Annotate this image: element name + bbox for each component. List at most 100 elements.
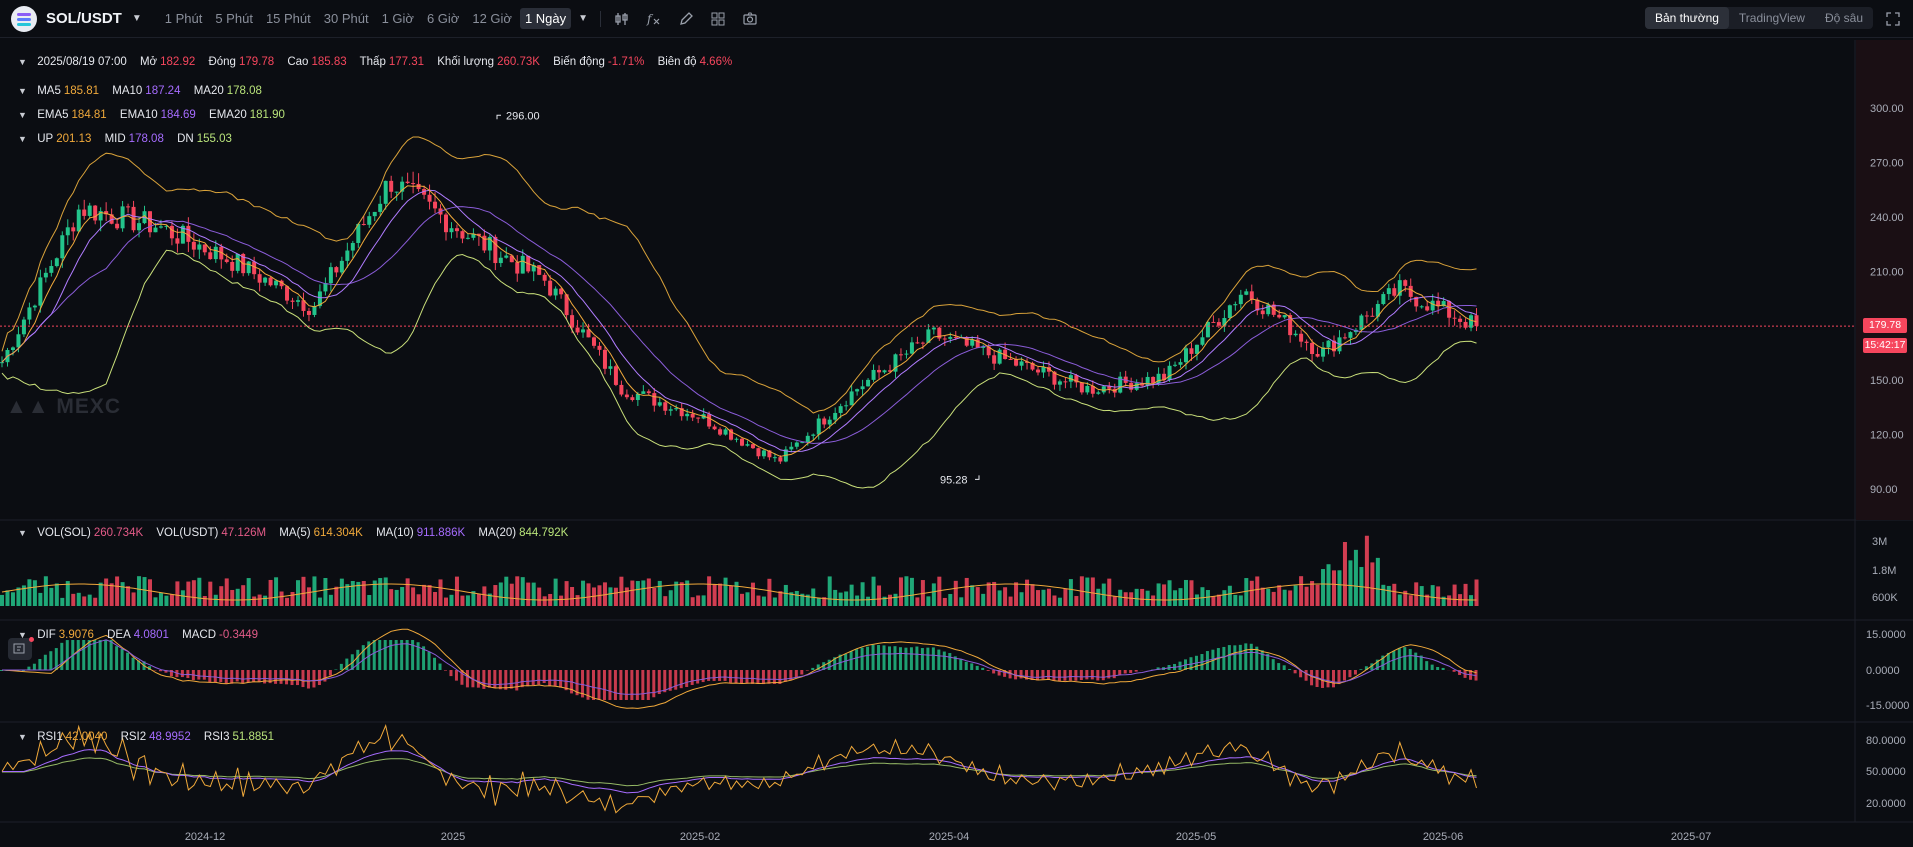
candle-body [213,246,218,260]
tf-1h[interactable]: 1 Giờ [381,11,414,26]
volume-bar [1200,587,1205,606]
price-axis-label: 120.00 [1870,430,1904,442]
collapse-chevron-icon[interactable]: ▼ [18,732,27,742]
collapse-chevron-icon[interactable]: ▼ [18,630,27,640]
volume-bar [1096,588,1101,606]
candle-body [838,406,843,413]
candle-body [844,405,849,407]
macd-histogram-bar [657,670,661,695]
sol-logo-icon [11,5,37,32]
dif-label: DIF [37,629,56,641]
rsi3-label: RSI3 [203,731,230,743]
collapse-chevron-icon[interactable]: ▼ [18,528,27,538]
candle-body [1030,362,1035,370]
tf-15m[interactable]: 15 Phút [265,11,311,26]
candle-body [137,223,142,231]
boll-mid-label: MID [104,133,126,145]
candle-body [871,369,876,380]
candle-body [909,342,914,354]
settings-corner-button[interactable] [8,638,32,660]
camera-icon[interactable] [741,10,759,28]
macd-histogram-bar [1277,663,1281,670]
volume-bar [981,593,986,606]
volume-bar [1474,579,1479,606]
change-label: Biến động [553,56,605,68]
macd-histogram-bar [564,670,568,691]
candle-body [696,417,701,419]
collapse-chevron-icon[interactable]: ▼ [18,134,27,144]
volume-bar [186,581,191,606]
volume-bar [772,597,777,606]
symbol-dropdown-icon[interactable]: ▼ [131,13,142,24]
macd-histogram-bar [1019,670,1023,679]
collapse-chevron-icon[interactable]: ▼ [18,57,27,67]
macd-histogram-bar [1052,670,1056,681]
candle-body [356,223,361,243]
boll-up-line [1,136,1477,414]
candle-body [1282,315,1287,318]
candle-type-icon[interactable] [613,10,631,28]
candle-body [586,329,591,338]
candle-body [1255,299,1260,311]
volume-bar [602,582,607,606]
volume-bar [877,585,882,606]
collapse-chevron-icon[interactable]: ▼ [18,86,27,96]
macd-histogram-bar [1375,659,1379,670]
view-tradingview-button[interactable]: TradingView [1738,11,1805,25]
volume-bar [1151,595,1156,606]
ema5-label: EMA5 [37,109,69,121]
fullscreen-icon[interactable] [1885,11,1901,27]
volume-bar [608,587,613,606]
layout-icon[interactable] [709,10,727,28]
tf-30m[interactable]: 30 Phút [323,11,369,26]
indicator-icon[interactable]: f [645,10,663,28]
macd-histogram-bar [646,670,650,700]
macd-histogram-bar [230,670,234,684]
macd-histogram-bar [937,649,941,670]
candle-body [915,342,920,344]
volume-info-row: ▼ VOL(SOL) 260.734K VOL(USDT) 47.126M MA(5… [18,527,578,539]
time-axis-label: 2025-05 [1176,831,1216,843]
macd-histogram-bar [400,640,404,670]
candle-body [306,310,311,315]
macd-histogram-bar [372,640,376,670]
ma20-value: 178.08 [226,85,262,97]
tf-1d[interactable]: 1 Ngày [519,8,572,29]
candle-body [1310,342,1315,354]
macd-histogram-bar [202,670,206,680]
tf-12h[interactable]: 12 Giờ [472,11,512,26]
candle-body [454,228,459,232]
view-normal-button[interactable]: Bản thường [1644,7,1729,29]
tf-6h[interactable]: 6 Giờ [426,11,460,26]
view-depth-button[interactable]: Độ sâu [1824,11,1863,25]
rsi-axis-label: 80.0000 [1866,735,1906,747]
macd-histogram-bar [1381,655,1385,670]
volume-bar [235,588,240,606]
candle-body [581,329,586,333]
draw-icon[interactable] [677,10,695,28]
volume-bar [767,578,772,606]
macd-histogram-bar [1266,653,1270,670]
candle-body [531,265,536,272]
ma20-label: MA20 [193,85,224,97]
boll-dn-label: DN [177,133,194,145]
volume-bar [285,597,290,606]
tf-5m[interactable]: 5 Phút [215,11,253,26]
macd-histogram-bar [1408,648,1412,670]
candle-body [482,235,487,251]
macd-histogram-bar [54,648,58,670]
volume-bar [685,580,690,606]
symbol-title[interactable]: SOL/USDT [46,10,122,27]
macd-histogram-bar [274,670,278,684]
top-toolbar: SOL/USDT ▼ 1 Phút 5 Phút 15 Phút 30 Phút… [0,0,1913,38]
volume-bar [1019,592,1024,606]
candle-body [1200,337,1205,345]
timeframe-dropdown-icon[interactable]: ▼ [578,13,589,24]
candle-body [937,327,942,339]
tf-1m[interactable]: 1 Phút [164,11,203,26]
macd-histogram-bar [427,651,431,670]
candle-body [339,260,344,273]
candle-body [65,227,70,236]
collapse-chevron-icon[interactable]: ▼ [18,110,27,120]
